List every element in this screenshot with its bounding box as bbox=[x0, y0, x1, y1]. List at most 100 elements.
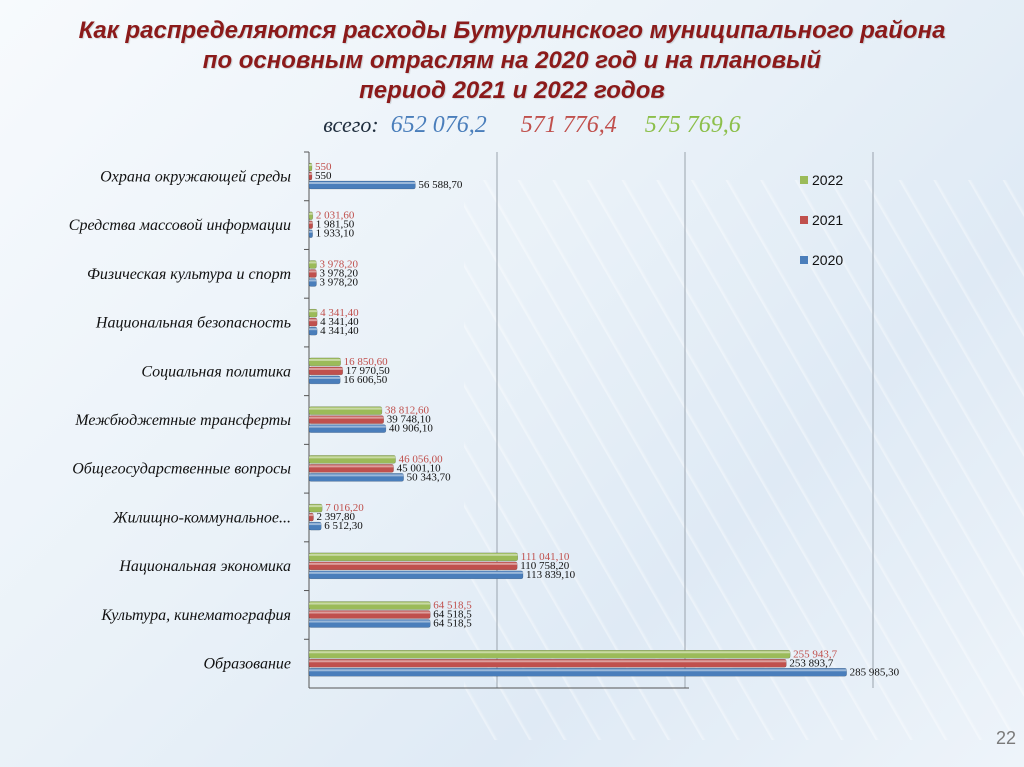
bar-2022 bbox=[308, 650, 791, 659]
data-label-2020: 113 839,10 bbox=[526, 569, 576, 581]
data-label-2020: 3 978,20 bbox=[319, 276, 358, 288]
page-title: Как распределяются расходы Бутурлинского… bbox=[0, 16, 1024, 106]
bar-highlight bbox=[309, 212, 313, 215]
data-label-2022: 16 850,60 bbox=[344, 356, 389, 368]
data-label-2020: 6 512,30 bbox=[324, 520, 363, 532]
data-label-2021: 39 748,10 bbox=[387, 414, 432, 426]
data-label-2021: 2 397,80 bbox=[317, 511, 356, 523]
legend-label-2020: 2020 bbox=[812, 252, 843, 268]
category-label: Средства массовой информации bbox=[69, 217, 291, 234]
bar-highlight bbox=[309, 173, 312, 175]
bar-highlight bbox=[309, 523, 322, 526]
legend-label-2021: 2021 bbox=[812, 212, 843, 228]
bar-2022 bbox=[308, 503, 323, 513]
data-label-2022: 111 041,10 bbox=[521, 551, 570, 563]
bar-highlight bbox=[309, 651, 791, 654]
bar-2020 bbox=[308, 570, 524, 580]
page-number: 22 bbox=[995, 728, 1016, 748]
bar-2020 bbox=[308, 668, 847, 677]
bar-highlight bbox=[309, 261, 317, 264]
bar-2021 bbox=[308, 220, 313, 229]
bar-highlight bbox=[309, 407, 382, 410]
bar-highlight bbox=[309, 270, 317, 273]
totals-label: всего: bbox=[323, 112, 379, 137]
bar-highlight bbox=[309, 602, 431, 605]
bar-highlight bbox=[309, 164, 312, 166]
bar-2021 bbox=[308, 512, 314, 522]
bar-2021 bbox=[308, 561, 518, 571]
bar-2021 bbox=[308, 317, 318, 327]
category-label: Образование bbox=[203, 656, 291, 673]
category-label: Национальная безопасность bbox=[95, 315, 291, 332]
category-label: Культура, кинематография bbox=[100, 607, 291, 624]
bar-highlight bbox=[309, 425, 386, 428]
bar-2020 bbox=[308, 278, 317, 287]
data-label-2020: 4 341,40 bbox=[320, 325, 359, 337]
bar-2022 bbox=[308, 162, 313, 172]
bar-2022 bbox=[308, 260, 317, 269]
bar-highlight bbox=[309, 358, 341, 361]
category-label: Национальная экономика bbox=[118, 558, 291, 575]
bar-highlight bbox=[309, 571, 524, 574]
data-label-2022: 3 978,20 bbox=[319, 258, 358, 270]
data-label-2021: 550 bbox=[315, 170, 332, 182]
bar-2022 bbox=[308, 455, 396, 464]
bar-2020 bbox=[308, 326, 318, 336]
legend-label-2022: 2022 bbox=[812, 172, 843, 188]
bar-2020 bbox=[308, 375, 341, 385]
data-label-2021: 3 978,20 bbox=[319, 267, 358, 279]
data-label-2021: 64 518,5 bbox=[433, 609, 472, 621]
category-label: Межбюджетные трансферты bbox=[74, 412, 291, 429]
data-label-2021: 45 001,10 bbox=[397, 462, 442, 474]
bar-highlight bbox=[309, 328, 318, 331]
bar-highlight bbox=[309, 620, 431, 623]
total-2021: 571 776,4 bbox=[520, 112, 617, 138]
data-label-2022: 4 341,40 bbox=[320, 307, 359, 319]
bar-highlight bbox=[309, 505, 323, 508]
data-label-2021: 253 893,7 bbox=[789, 657, 834, 669]
bar-highlight bbox=[309, 230, 313, 233]
category-label: Жилищно-коммунальное... bbox=[112, 509, 291, 526]
bar-highlight bbox=[309, 182, 416, 184]
data-label-2020: 40 906,10 bbox=[389, 423, 434, 435]
bar-2021 bbox=[308, 415, 384, 424]
legend-swatch-2022 bbox=[800, 176, 808, 184]
data-label-2022: 550 bbox=[315, 161, 332, 173]
data-label-2022: 2 031,60 bbox=[316, 210, 355, 222]
bar-highlight bbox=[309, 279, 317, 282]
category-label: Общегосударственные вопросы bbox=[72, 461, 291, 478]
category-label: Физическая культура и спорт bbox=[87, 266, 291, 283]
bar-2022 bbox=[308, 308, 318, 318]
bar-2021 bbox=[308, 464, 394, 473]
legend-swatch-2020 bbox=[800, 256, 808, 264]
bar-highlight bbox=[309, 562, 518, 565]
bar-2020 bbox=[308, 619, 431, 628]
bar-2022 bbox=[308, 552, 519, 562]
bar-highlight bbox=[309, 221, 313, 224]
legend-swatch-2021 bbox=[800, 216, 808, 224]
bar-highlight bbox=[309, 310, 318, 313]
bar-2022 bbox=[308, 211, 314, 220]
bar-highlight bbox=[309, 474, 404, 477]
background-pattern bbox=[464, 180, 1024, 740]
data-label-2022: 64 518,5 bbox=[433, 600, 472, 612]
title-line-2: по основным отраслям на 2020 год и на пл… bbox=[202, 47, 822, 74]
data-label-2020: 1 933,10 bbox=[316, 228, 355, 240]
bar-2021 bbox=[308, 610, 431, 619]
bar-highlight bbox=[309, 553, 518, 556]
title-line-1: Как распределяются расходы Бутурлинского… bbox=[78, 17, 946, 44]
bar-2020 bbox=[308, 180, 416, 190]
bar-2022 bbox=[308, 406, 383, 415]
bar-highlight bbox=[309, 611, 431, 614]
bar-highlight bbox=[309, 319, 318, 322]
data-label-2021: 4 341,40 bbox=[320, 316, 359, 328]
data-label-2020: 285 985,30 bbox=[850, 666, 900, 678]
data-label-2020: 50 343,70 bbox=[407, 471, 452, 483]
totals-line: всего: 652 076,2 571 776,4 575 769,6 bbox=[0, 112, 1024, 139]
bar-2020 bbox=[308, 521, 322, 531]
bar-2022 bbox=[308, 601, 431, 610]
bar-highlight bbox=[309, 660, 787, 663]
bar-2020 bbox=[308, 473, 404, 482]
data-label-2021: 110 758,20 bbox=[520, 560, 570, 572]
